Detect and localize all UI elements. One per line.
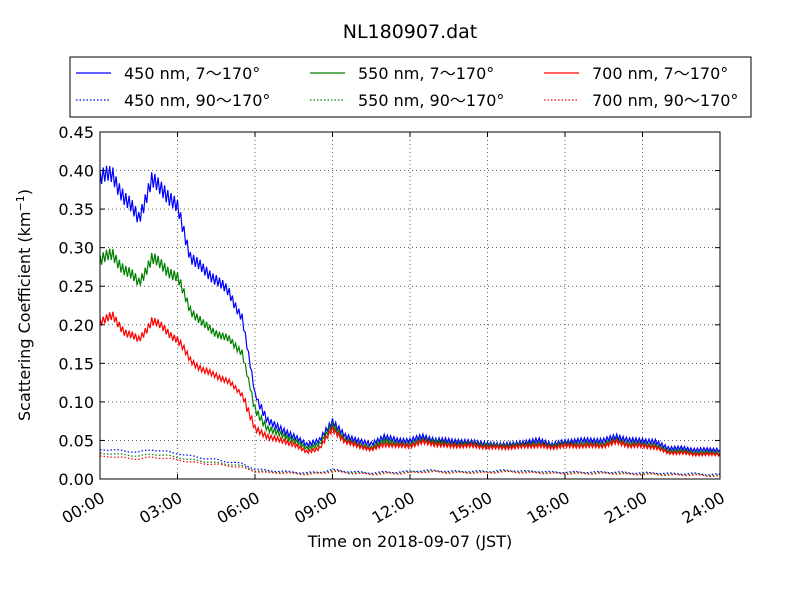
legend-label: 700 nm, 7～170° — [592, 64, 728, 83]
series-450-back — [99, 448, 721, 476]
y-axis-label: Scattering Coefficient (km−1) — [14, 189, 34, 421]
legend-label: 450 nm, 90～170° — [124, 91, 270, 110]
y-tick-label: 0.30 — [58, 239, 94, 258]
y-tick-label: 0.00 — [58, 470, 94, 489]
y-tick-label: 0.25 — [58, 277, 94, 296]
legend: 450 nm, 7～170° 550 nm, 7～170° 700 nm, 7～17… — [69, 56, 752, 118]
series-group — [99, 165, 721, 478]
series-450-total — [99, 165, 721, 454]
y-axis-label-close: ) — [15, 189, 34, 195]
legend-label: 550 nm, 7～170° — [358, 64, 494, 83]
legend-box — [69, 56, 752, 118]
y-tick-label: 0.40 — [58, 162, 94, 181]
y-axis-label-exponent: −1 — [14, 195, 27, 211]
legend-label: 550 nm, 90～170° — [358, 91, 504, 110]
legend-label: 700 nm, 90～170° — [592, 91, 738, 110]
y-tick-label: 0.20 — [58, 316, 94, 335]
y-tick-label: 0.05 — [58, 431, 94, 450]
chart-title: NL180907.dat — [343, 21, 478, 43]
series-700-total — [99, 311, 721, 458]
y-axis-label-main: Scattering Coefficient (km — [15, 211, 34, 421]
series-700-back — [99, 455, 721, 478]
y-tick-label: 0.10 — [58, 393, 94, 412]
series-550-back — [99, 452, 721, 477]
y-tick-label: 0.45 — [58, 123, 94, 142]
legend-label: 450 nm, 7～170° — [124, 64, 260, 83]
y-tick-label: 0.15 — [58, 354, 94, 373]
y-tick-label: 0.35 — [58, 200, 94, 219]
x-axis-label: Time on 2018-09-07 (JST) — [307, 532, 512, 551]
